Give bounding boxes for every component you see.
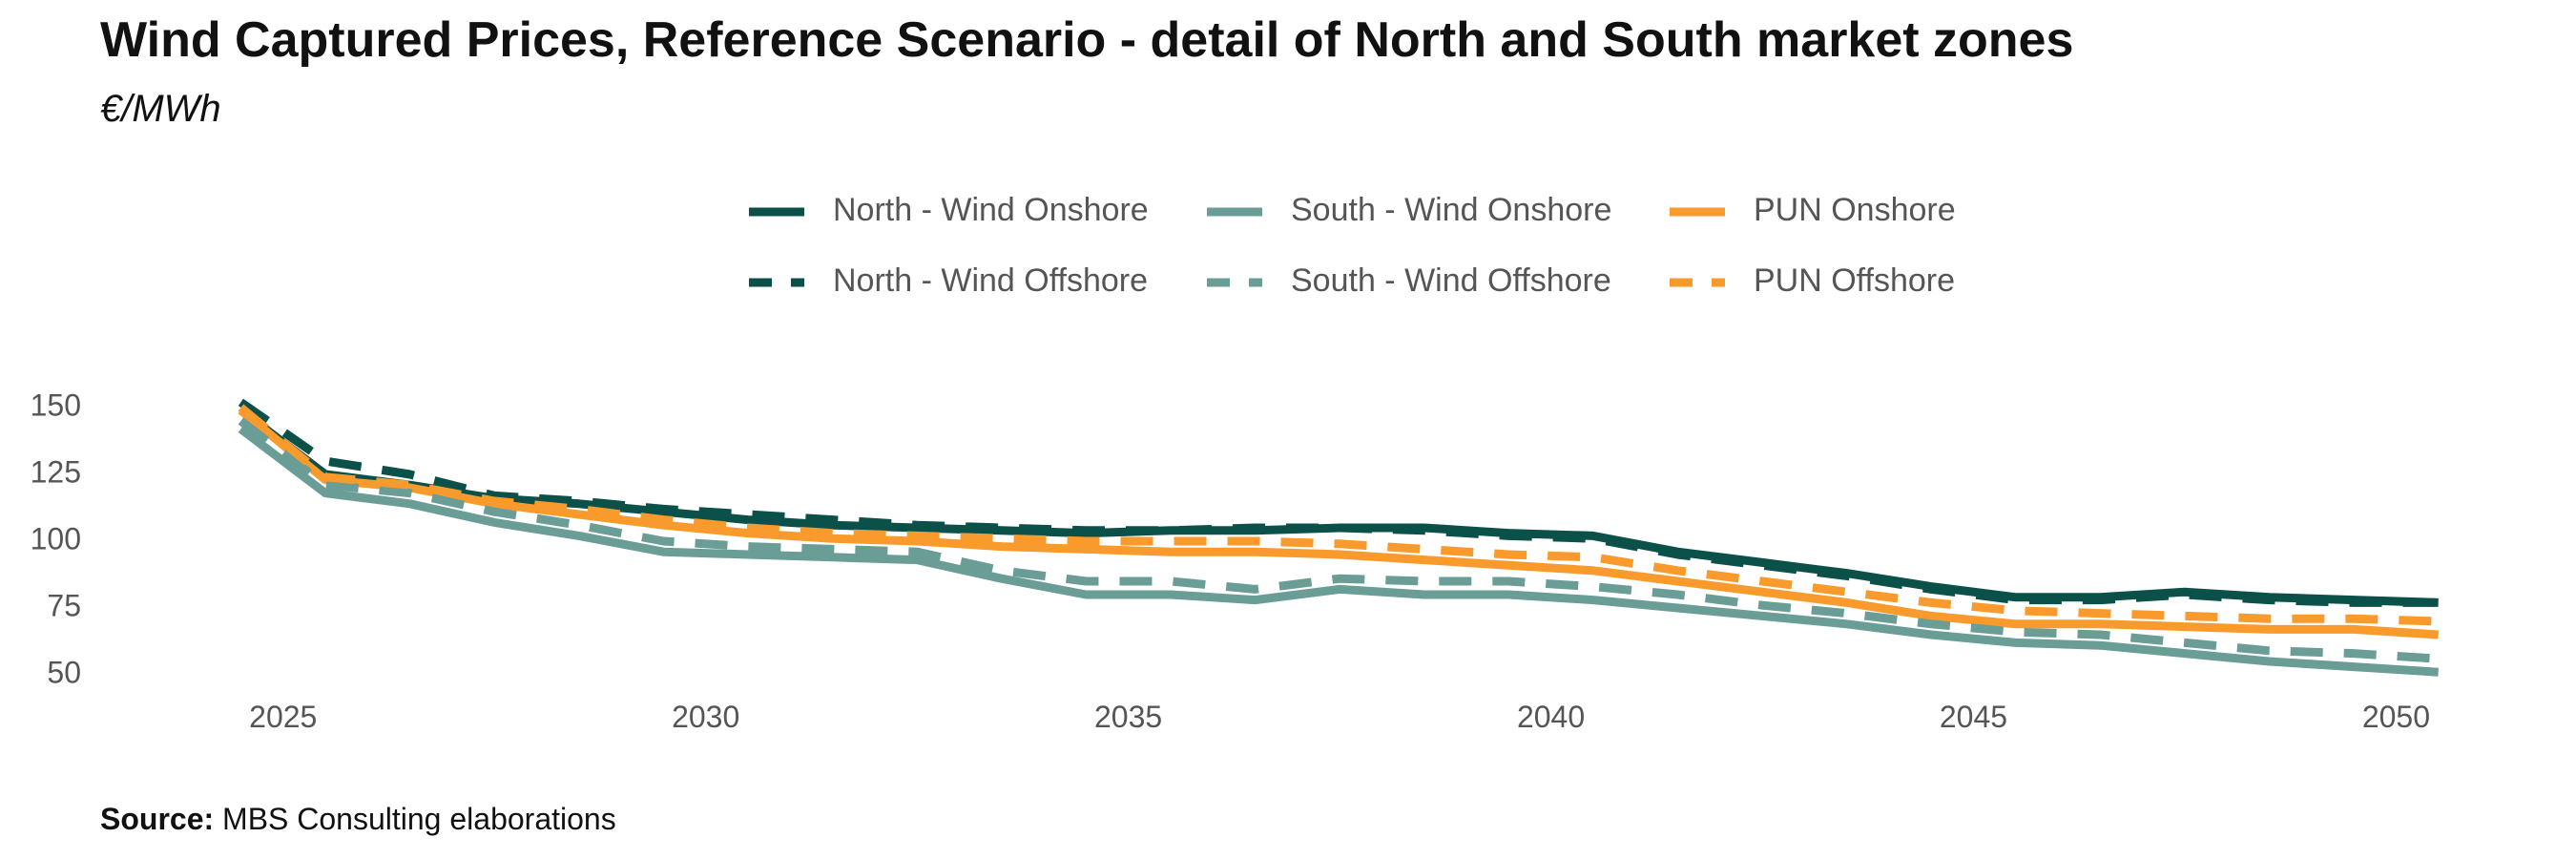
source-text: MBS Consulting elaborations [222, 802, 616, 836]
source-label: Source: [100, 802, 215, 836]
legend-label: South - Wind Offshore [1291, 262, 1611, 299]
legend-label: South - Wind Onshore [1291, 192, 1611, 228]
y-tick-label: 100 [31, 521, 81, 555]
legend-item-south-wind-offshore: South - Wind Offshore [1207, 262, 1611, 299]
y-tick-label: 150 [31, 388, 81, 422]
x-tick-label: 2050 [2362, 700, 2430, 734]
y-axis: 50 75 100 125 150 [31, 388, 81, 689]
y-tick-label: 50 [47, 655, 81, 689]
legend-item-south-wind-onshore: South - Wind Onshore [1207, 192, 1611, 228]
x-tick-label: 2045 [1940, 700, 2007, 734]
legend-item-pun-onshore: PUN Onshore [1670, 192, 1956, 228]
y-tick-label: 125 [31, 454, 81, 489]
legend-item-pun-offshore: PUN Offshore [1670, 262, 1955, 299]
series-line-north-wind-onshore [238, 407, 2439, 607]
series-line-north-wind-offshore [238, 398, 2439, 607]
chart-subtitle-unit: €/MWh [100, 88, 221, 130]
legend-label: North - Wind Offshore [833, 262, 1148, 299]
source-note: Source: MBS Consulting elaborations [100, 802, 616, 837]
series-line-south-wind-onshore [238, 425, 2439, 677]
series-line-south-wind-offshore [238, 417, 2439, 663]
series-line-pun-offshore [238, 404, 2439, 626]
chart-legend: North - Wind Onshore North - Wind Offshor… [749, 192, 1956, 299]
y-tick-label: 75 [47, 588, 81, 622]
x-tick-label: 2040 [1517, 700, 1585, 734]
legend-label: PUN Onshore [1754, 192, 1956, 228]
chart-series [238, 398, 2439, 677]
legend-item-north-wind-offshore: North - Wind Offshore [749, 262, 1148, 299]
series-line-pun-onshore [238, 407, 2439, 639]
x-axis: 2025 2030 2035 2040 2045 2050 [249, 700, 2430, 734]
x-tick-label: 2035 [1094, 700, 1162, 734]
legend-item-north-wind-onshore: North - Wind Onshore [749, 192, 1149, 228]
legend-label: North - Wind Onshore [833, 192, 1149, 228]
chart-title: Wind Captured Prices, Reference Scenario… [100, 12, 2074, 68]
x-tick-label: 2025 [249, 700, 317, 734]
x-tick-label: 2030 [672, 700, 739, 734]
legend-label: PUN Offshore [1754, 262, 1955, 299]
